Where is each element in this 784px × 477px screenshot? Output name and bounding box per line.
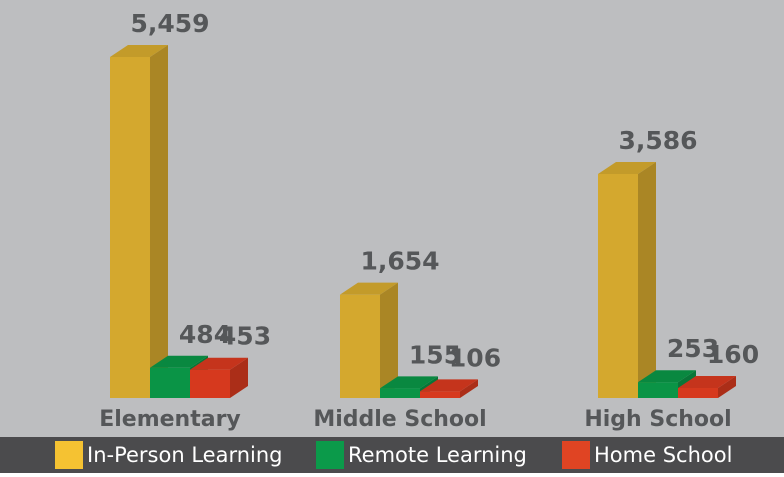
bar-top (190, 357, 248, 370)
legend-swatch (55, 441, 83, 469)
bar-top (420, 379, 478, 392)
bar (598, 173, 638, 398)
bar-top (340, 282, 398, 295)
value-label: 3,586 (618, 126, 697, 155)
bar-top (380, 376, 438, 389)
value-label: 106 (449, 343, 501, 372)
bar-side (230, 357, 248, 398)
bar (420, 391, 460, 398)
value-label: 453 (219, 322, 271, 351)
bar (150, 367, 190, 398)
bar-side (638, 161, 656, 398)
x-tick-label: Middle School (313, 407, 486, 432)
bar (110, 57, 150, 398)
value-label: 160 (707, 340, 759, 369)
x-tick-label: High School (584, 407, 731, 432)
bar-top (110, 45, 168, 57)
legend-label: Home School (594, 443, 732, 467)
bar-side (150, 45, 168, 398)
x-tick-label: Elementary (99, 407, 241, 432)
value-label: 484 (179, 320, 231, 349)
value-label: 1,654 (360, 247, 439, 276)
bar-top (598, 161, 656, 174)
value-label: 155 (409, 340, 461, 369)
bar (380, 388, 420, 398)
bar (340, 294, 380, 398)
legend-swatch (316, 441, 344, 469)
bar (190, 369, 230, 398)
legend-swatch (562, 441, 590, 469)
bar-top (678, 376, 736, 389)
bar-side (718, 376, 736, 398)
bar-side (460, 379, 478, 398)
bar-top (638, 370, 696, 383)
legend-bar (0, 437, 784, 473)
legend-label: In-Person Learning (87, 443, 283, 467)
bar (678, 388, 718, 398)
bar-side (380, 282, 398, 398)
legend-label: Remote Learning (348, 443, 527, 467)
bar (638, 382, 678, 398)
value-label: 5,459 (130, 9, 209, 38)
bar-top (150, 355, 208, 368)
value-label: 253 (667, 334, 719, 363)
